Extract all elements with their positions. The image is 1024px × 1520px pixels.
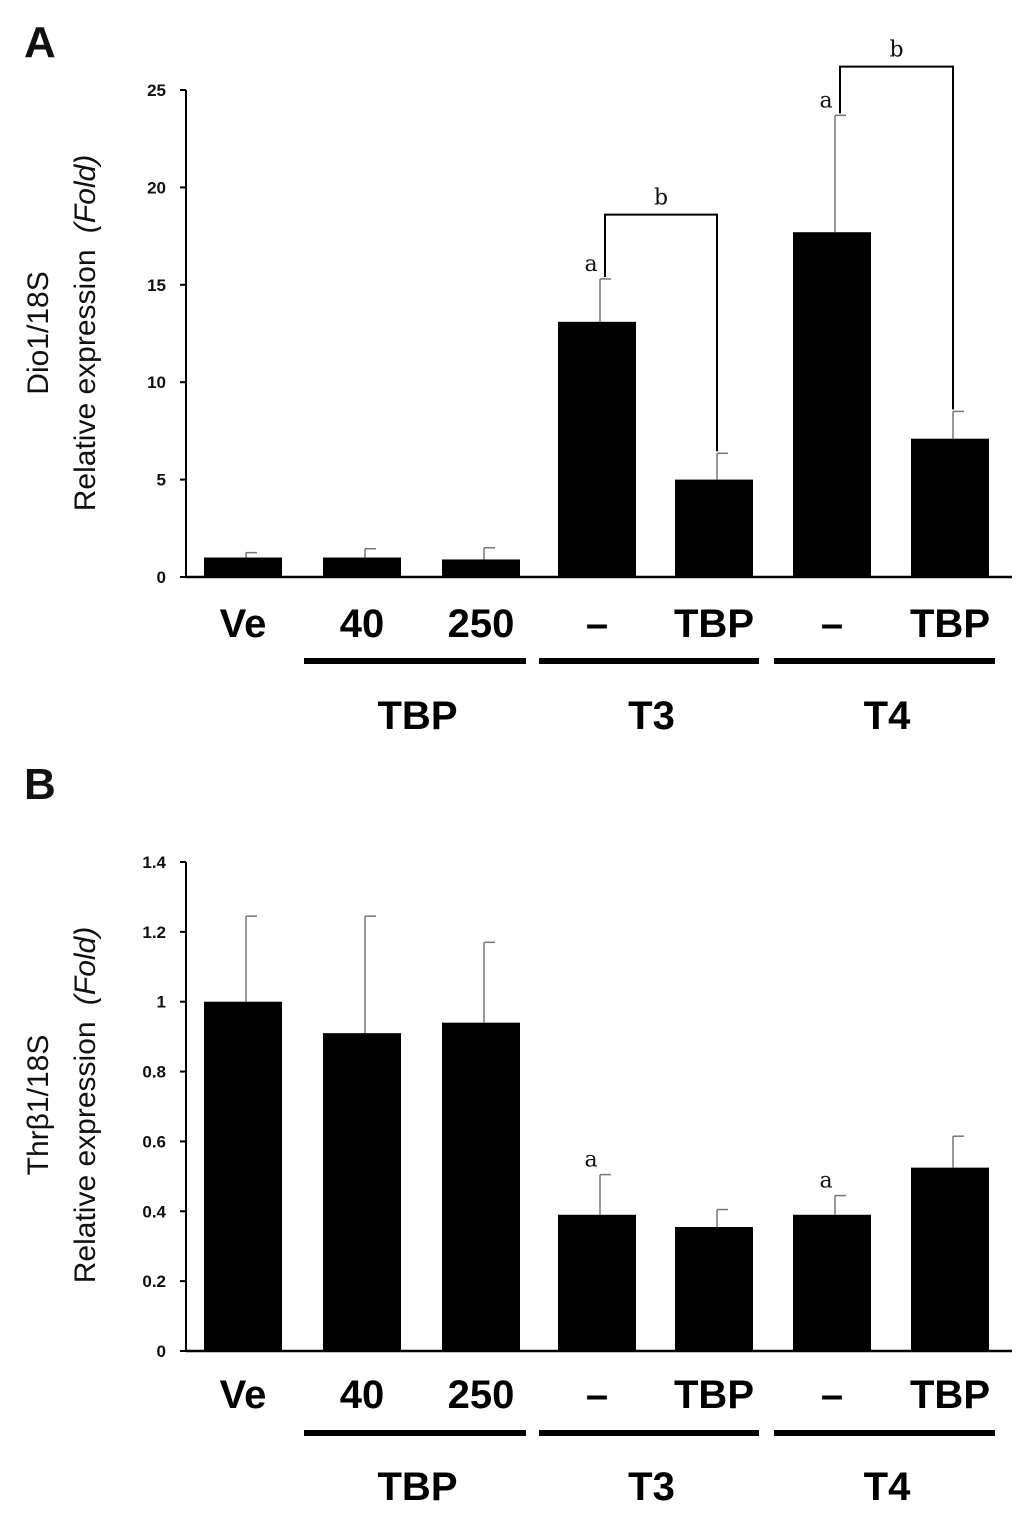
y-tick-label: 15 — [147, 276, 166, 295]
bar — [558, 322, 636, 577]
y-axis-label-line2: Relative expression (Fold) — [69, 155, 102, 511]
category-label: Ve — [220, 1373, 267, 1417]
y-axis-label-unit: (Fold) — [69, 155, 102, 233]
category-label: TBP — [674, 602, 754, 646]
bracket-label: b — [889, 38, 903, 63]
y-tick-label: 0.6 — [142, 1132, 166, 1151]
bar — [442, 559, 520, 577]
group-label: T4 — [864, 694, 911, 738]
category-label: 250 — [448, 1373, 515, 1417]
bracket-label: b — [654, 186, 668, 211]
y-tick-label: 0.4 — [142, 1202, 166, 1221]
y-tick-label: 1.4 — [142, 853, 166, 872]
y-tick-label: 0.2 — [142, 1272, 166, 1291]
category-label: 40 — [340, 1373, 385, 1417]
bar — [323, 558, 401, 577]
y-tick-label: 20 — [147, 178, 166, 197]
group-underline — [539, 658, 759, 664]
category-label: – — [586, 602, 608, 646]
y-axis-label-line2: Relative expression (Fold) — [69, 927, 102, 1283]
category-label: 40 — [340, 602, 385, 646]
category-label: TBP — [674, 1373, 754, 1417]
bar — [675, 480, 753, 577]
y-tick-label: 10 — [147, 373, 166, 392]
bar — [911, 439, 989, 577]
figure: A Dio1/18S Relative expression (Fold) 0 5… — [0, 0, 1024, 1520]
y-tick-label: 25 — [147, 81, 166, 100]
category-label: Ve — [220, 602, 267, 646]
y-tick-label: 5 — [157, 471, 166, 490]
category-label: 250 — [448, 602, 515, 646]
group-label: T4 — [864, 1465, 911, 1509]
category-label: – — [821, 1373, 843, 1417]
panel-letter: A — [24, 18, 56, 67]
panel-b: B Thrβ1/18S Relative expression (Fold) 0… — [22, 760, 1012, 1509]
bar — [442, 1023, 520, 1351]
y-axis-label-main: Relative expression — [69, 249, 102, 511]
y-axis-label-main: Relative expression — [69, 1021, 102, 1283]
category-label: – — [821, 602, 843, 646]
y-tick-label: 0 — [157, 1342, 166, 1361]
group-underline — [304, 1430, 526, 1436]
category-label: TBP — [910, 602, 990, 646]
group-underline — [774, 658, 995, 664]
plot-area: 0 5 10 15 20 25 Ve 40 250 – TBP – TBP TBP T3 T4 a a b b — [147, 38, 1012, 738]
group-underline — [539, 1430, 759, 1436]
bar — [558, 1215, 636, 1351]
bar — [793, 1215, 871, 1351]
bar — [204, 1002, 282, 1351]
y-tick-label: 1.2 — [142, 923, 166, 942]
group-label: TBP — [378, 1465, 458, 1509]
group-underline — [774, 1430, 995, 1436]
y-tick-label: 0 — [157, 568, 166, 587]
category-label: – — [586, 1373, 608, 1417]
y-axis-label-unit: (Fold) — [69, 927, 102, 1005]
bar — [793, 232, 871, 577]
group-label: T3 — [628, 1465, 675, 1509]
group-label: T3 — [628, 694, 675, 738]
bar — [204, 558, 282, 577]
bar — [675, 1227, 753, 1351]
category-label: TBP — [910, 1373, 990, 1417]
y-axis-label-line1: Dio1/18S — [22, 271, 55, 394]
y-tick-label: 0.8 — [142, 1063, 166, 1082]
group-label: TBP — [378, 694, 458, 738]
panel-letter: B — [24, 760, 56, 809]
panel-a: A Dio1/18S Relative expression (Fold) 0 5… — [22, 18, 1012, 738]
group-underline — [304, 658, 526, 664]
significance-label: a — [584, 1148, 597, 1173]
significance-label: a — [584, 252, 597, 277]
y-tick-label: 1 — [157, 993, 166, 1012]
significance-label: a — [819, 1169, 832, 1194]
bar — [323, 1033, 401, 1351]
significance-label: a — [819, 88, 832, 113]
plot-area: 0 0.2 0.4 0.6 0.8 1 1.2 1.4 Ve 40 250 – TBP – TBP TBP T3… — [142, 853, 1012, 1509]
y-axis-label-line1: Thrβ1/18S — [22, 1035, 55, 1176]
bar — [911, 1168, 989, 1351]
